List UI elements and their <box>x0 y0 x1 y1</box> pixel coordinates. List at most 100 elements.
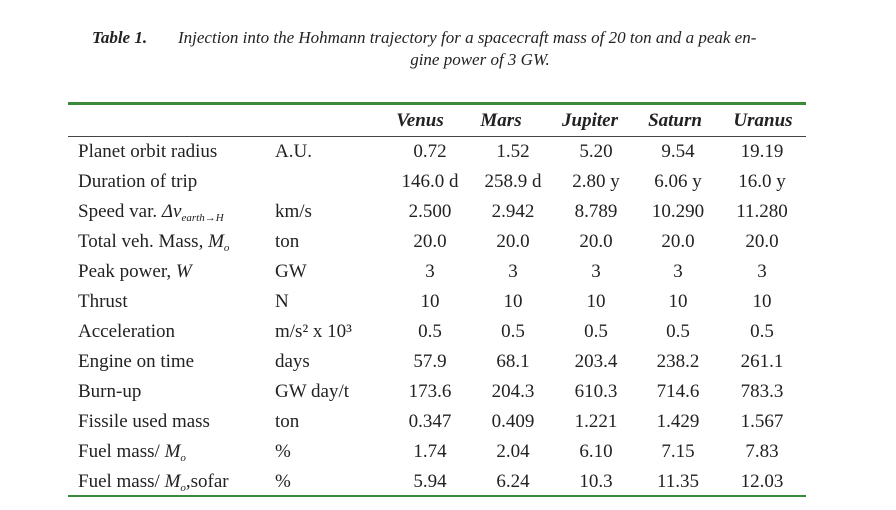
label-text: Burn-up <box>78 381 142 402</box>
row-label: Planet orbit radius <box>78 141 217 163</box>
value: 10 <box>668 291 688 312</box>
row-label: Peak power, W <box>78 261 192 283</box>
value: 7.15 <box>661 441 695 462</box>
column-header: Mars <box>480 110 522 131</box>
row-label: Fuel mass/ Mo <box>78 441 186 469</box>
value: 258.9 d <box>484 171 542 192</box>
value: 3 <box>425 261 435 282</box>
row-label: Duration of trip <box>78 171 197 193</box>
label-text: Engine on time <box>78 351 195 372</box>
value: 6.10 <box>579 441 613 462</box>
value: 10 <box>420 291 440 312</box>
value: 1.52 <box>496 141 530 162</box>
value: 261.1 <box>740 351 784 372</box>
label-symbol: Δv <box>161 201 182 222</box>
value: 0.5 <box>750 321 774 342</box>
label-text: Peak power, <box>78 261 176 282</box>
value: 0.347 <box>408 411 452 432</box>
value: 6.06 y <box>654 171 702 192</box>
column-header: Uranus <box>733 110 793 131</box>
label-text: Speed var. <box>78 201 162 222</box>
value: 1.429 <box>656 411 700 432</box>
unit: m/s² x 10³ <box>275 321 352 342</box>
row-label: Engine on time <box>78 351 194 373</box>
value: 68.1 <box>496 351 530 372</box>
value: 57.9 <box>413 351 447 372</box>
label-subscript: o <box>223 242 230 254</box>
value: 1.74 <box>413 441 447 462</box>
bottom-rule <box>68 495 806 497</box>
value: 2.04 <box>496 441 530 462</box>
value: 3 <box>757 261 767 282</box>
label-symbol: W <box>175 261 192 282</box>
label-suffix: ,sofar <box>185 471 229 492</box>
value: 20.0 <box>413 231 447 252</box>
row-label: Fuel mass/ Mo,sofar <box>78 471 229 499</box>
column-header: Saturn <box>648 110 702 131</box>
value: 16.0 y <box>738 171 786 192</box>
value: 12.03 <box>740 471 784 492</box>
value: 8.789 <box>574 201 618 222</box>
label-text: Fuel mass/ <box>78 441 165 462</box>
value: 783.3 <box>740 381 784 402</box>
unit: GW <box>275 261 307 282</box>
value: 1.221 <box>574 411 618 432</box>
label-symbol: M <box>208 231 224 252</box>
value: 204.3 <box>491 381 535 402</box>
value: 238.2 <box>656 351 700 372</box>
value: 20.0 <box>579 231 613 252</box>
value: 610.3 <box>574 381 618 402</box>
column-header: Venus <box>396 110 444 131</box>
value: 146.0 d <box>401 171 459 192</box>
value: 20.0 <box>745 231 779 252</box>
value: 714.6 <box>656 381 700 402</box>
unit: ton <box>275 231 300 252</box>
value: 0.409 <box>491 411 535 432</box>
label-text: Fissile used mass <box>78 411 210 432</box>
label-symbol: M <box>164 441 181 462</box>
unit: N <box>275 291 289 312</box>
value: 173.6 <box>408 381 452 402</box>
row-label: Acceleration <box>78 321 175 343</box>
caption-line: gine power of 3 GW. <box>410 50 550 69</box>
value: 5.20 <box>579 141 613 162</box>
value: 2.80 y <box>572 171 620 192</box>
label-subscript: earth→H <box>181 212 224 224</box>
unit: % <box>275 471 291 492</box>
value: 3 <box>508 261 518 282</box>
value: 11.35 <box>656 471 700 492</box>
caption-label: Table 1. <box>92 28 148 47</box>
unit: km/s <box>275 201 312 222</box>
value: 2.500 <box>408 201 452 222</box>
row-label: Total veh. Mass, Mo <box>78 231 229 259</box>
column-header: Jupiter <box>562 110 618 131</box>
value: 11.280 <box>736 201 788 222</box>
row-label: Fissile used mass <box>78 411 210 433</box>
row-label: Burn-up <box>78 381 141 403</box>
value: 20.0 <box>661 231 695 252</box>
value: 10 <box>586 291 606 312</box>
value: 10.3 <box>579 471 613 492</box>
row-label: Thrust <box>78 291 128 313</box>
label-text: Total veh. Mass, <box>78 231 209 252</box>
caption-line: Injection into the Hohmann trajectory fo… <box>178 28 757 47</box>
label-text: Planet orbit radius <box>78 141 218 162</box>
top-rule <box>68 102 806 105</box>
label-text: Acceleration <box>78 321 176 342</box>
value: 3 <box>591 261 601 282</box>
label-subscript: o <box>180 452 186 464</box>
value: 0.5 <box>418 321 442 342</box>
header-rule <box>68 136 806 137</box>
label-text: Thrust <box>78 291 128 312</box>
value: 0.5 <box>666 321 690 342</box>
value: 6.24 <box>496 471 530 492</box>
value: 20.0 <box>496 231 530 252</box>
label-text: Fuel mass/ <box>78 471 165 492</box>
label-text: Duration of trip <box>78 171 198 192</box>
unit: % <box>275 441 291 462</box>
unit: ton <box>275 411 300 432</box>
unit: GW day/t <box>275 381 350 402</box>
value: 5.94 <box>413 471 447 492</box>
value: 10 <box>503 291 523 312</box>
